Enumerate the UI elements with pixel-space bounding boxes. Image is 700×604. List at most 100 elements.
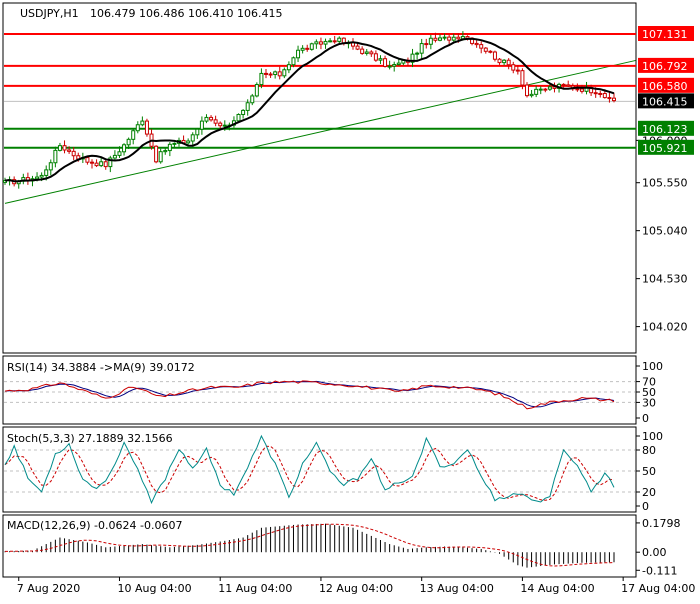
candle-body	[122, 144, 127, 153]
candle-body	[337, 37, 342, 42]
price-label-box	[638, 57, 694, 73]
candle-body	[456, 36, 461, 40]
candle-body	[291, 57, 296, 66]
candle-body	[250, 95, 255, 104]
candle-body	[305, 47, 310, 50]
candle-body	[94, 162, 99, 167]
stoch-tick-label: 50	[642, 465, 656, 478]
candle-body	[369, 51, 374, 55]
price-tick-label: 105.550	[642, 177, 688, 190]
candle-body	[186, 140, 191, 144]
candle-body	[607, 97, 612, 100]
candle-body	[245, 102, 250, 111]
stoch-main-line	[4, 434, 615, 505]
candle-body	[364, 51, 369, 54]
x-axis: 7 Aug 2020 10 Aug 04:00 11 Aug 04:00 12 Aug…	[17, 577, 695, 595]
price-tick-label: 107.131	[642, 28, 688, 41]
candle-body	[264, 72, 268, 75]
candle-body	[131, 130, 136, 140]
candle-body	[296, 49, 301, 59]
rsi-title: RSI(14) 34.3884 ->MA(9) 39.0172	[7, 361, 195, 374]
macd-panel: 0.1798 0.00 -0.111	[4, 517, 681, 577]
candle-body	[373, 53, 378, 61]
trendline	[4, 59, 636, 204]
price-tick-label: 106.415	[642, 95, 688, 108]
stoch-tick-label: 0	[642, 500, 649, 513]
macd-tick-label: -0.111	[642, 564, 677, 577]
candle-body	[172, 142, 177, 145]
candle-body	[213, 119, 218, 124]
candle-body	[53, 149, 58, 164]
rsi-tick-label: 50	[642, 386, 656, 399]
candle-body	[241, 109, 246, 115]
candle-body	[199, 120, 204, 130]
candle-body	[566, 84, 571, 87]
candle-body	[579, 88, 584, 92]
stoch-panel-frame	[2, 426, 637, 513]
price-label-box	[638, 139, 694, 155]
candle-body	[593, 92, 598, 95]
x-tick-label: 13 Aug 04:00	[420, 582, 494, 595]
candle-body	[497, 58, 502, 64]
candle-body	[282, 69, 287, 77]
moving-average-line	[4, 37, 615, 183]
candle-body	[355, 45, 360, 50]
rsi-tick-label: 30	[642, 396, 656, 409]
candle-body	[108, 157, 113, 168]
candle-body	[419, 43, 424, 54]
stoch-tick-label: 80	[642, 444, 656, 457]
candle-body	[254, 84, 259, 97]
macd-signal-line	[4, 523, 615, 567]
candle-body	[35, 176, 40, 180]
candle-body	[511, 64, 516, 71]
candle-body	[39, 174, 44, 178]
candle-body	[598, 92, 603, 95]
candle-body	[67, 149, 72, 152]
candle-body	[277, 71, 282, 77]
candle-body	[360, 48, 365, 54]
candle-body	[85, 157, 90, 163]
price-tick-label: 105.921	[642, 142, 688, 155]
x-tick-label: 12 Aug 04:00	[319, 582, 393, 595]
candle-body	[543, 88, 548, 91]
candle-body	[451, 36, 456, 41]
stoch-title: Stoch(5,3,3) 27.1889 32.1566	[7, 432, 173, 445]
price-tick-label: 106.123	[642, 123, 688, 136]
candle-body	[392, 64, 397, 67]
candle-body	[515, 69, 520, 72]
price-label-box	[638, 77, 694, 93]
x-tick-label: 17 Aug 04:00	[621, 582, 695, 595]
candle-body	[158, 151, 163, 163]
candle-body	[135, 124, 140, 132]
candle-body	[483, 47, 488, 52]
price-label-box	[638, 93, 694, 109]
candle-body	[112, 154, 117, 159]
candle-body	[204, 116, 209, 122]
candle-body	[410, 53, 415, 63]
candle-body	[433, 37, 438, 41]
rsi-panel-frame	[2, 355, 637, 425]
candle-body	[488, 50, 493, 53]
candle-body	[62, 145, 67, 151]
candle-body	[502, 59, 507, 64]
candle-body	[154, 145, 159, 163]
candle-body	[424, 43, 429, 46]
candle-body	[167, 143, 172, 152]
macd-tick-label: 0.00	[642, 546, 667, 559]
x-tick-label: 11 Aug 04:00	[218, 582, 292, 595]
candle-body	[332, 40, 337, 43]
x-tick-label: 10 Aug 04:00	[117, 582, 191, 595]
price-label-box	[638, 26, 694, 42]
candle-body	[71, 150, 76, 157]
candle-body	[428, 37, 433, 45]
candle-body	[190, 134, 195, 142]
candle-body	[140, 120, 145, 126]
candle-body	[268, 73, 273, 76]
candle-body	[314, 41, 319, 45]
candle-body	[438, 37, 442, 41]
candle-body	[506, 59, 511, 66]
candle-body	[195, 128, 200, 136]
